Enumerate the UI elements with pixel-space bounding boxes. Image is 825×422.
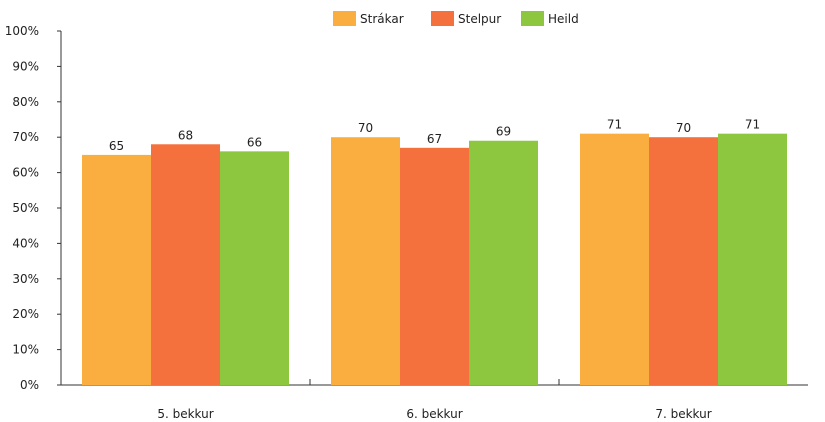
data-label: 68 [178,128,193,142]
y-tick-label: 0% [20,378,39,392]
data-label: 70 [358,121,373,135]
legend: Strákar Stelpur Heild [333,11,579,26]
bar [220,151,289,385]
data-label: 65 [109,139,124,153]
y-tick-label: 20% [12,307,39,321]
bars [82,133,787,385]
bar [718,133,787,385]
bar [580,133,649,385]
x-category-label: 7. bekkur [655,407,711,421]
y-tick-label: 30% [12,272,39,286]
legend-swatch [333,11,356,26]
data-label: 67 [427,132,442,146]
y-tick-label: 40% [12,236,39,250]
data-labels: 65 68 66 70 67 69 71 70 71 [109,118,760,153]
legend-label: Heild [548,12,579,26]
bar [331,137,400,385]
y-tick-label: 70% [12,130,39,144]
y-tick-label: 60% [12,166,39,180]
y-tick-label: 80% [12,95,39,109]
x-category-label: 6. bekkur [406,407,462,421]
data-label: 71 [607,118,622,132]
data-label: 69 [496,125,511,139]
bar [469,140,538,385]
data-label: 66 [247,135,262,149]
y-tick-label: 10% [12,343,39,357]
bar [649,137,718,385]
data-label: 70 [676,121,691,135]
y-tick-label: 50% [12,201,39,215]
legend-swatch [431,11,454,26]
x-axis: 5. bekkur 6. bekkur 7. bekkur [61,379,808,421]
bar [400,147,469,385]
x-category-label: 5. bekkur [157,407,213,421]
y-tick-label: 100% [5,24,39,38]
y-tick-label: 90% [12,59,39,73]
bar [82,154,151,385]
legend-label: Stelpur [458,12,501,26]
legend-label: Strákar [360,12,404,26]
legend-swatch [521,11,544,26]
bar [151,144,220,385]
data-label: 71 [745,118,760,132]
y-axis: 0% 10% 20% 30% 40% 50% 60% 70% 80% 90% 100% [5,24,62,392]
